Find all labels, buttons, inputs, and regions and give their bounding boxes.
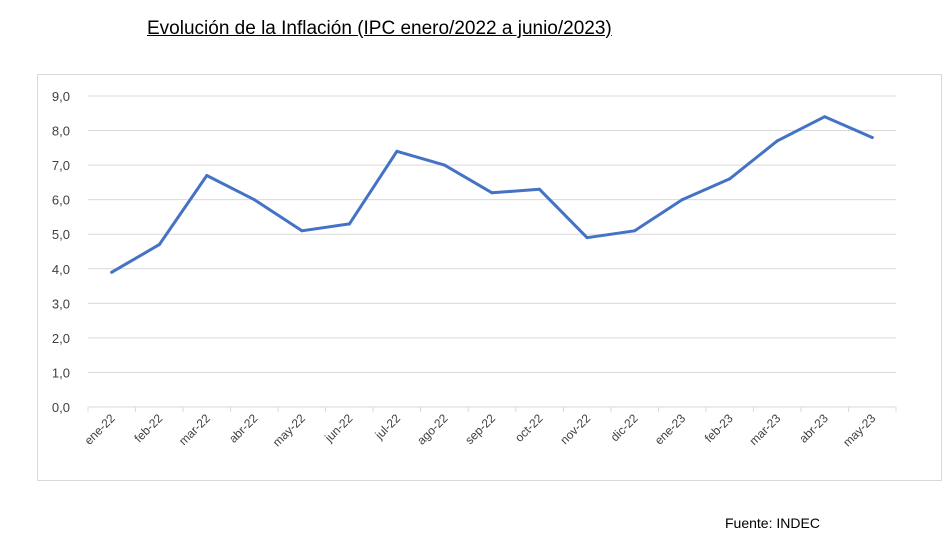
data-point [775,139,779,143]
data-point [205,173,209,177]
data-point [300,229,304,233]
data-point [490,191,494,195]
x-tick-label: ene-22 [82,411,119,448]
y-tick-label: 2,0 [52,331,70,346]
data-point [252,198,256,202]
x-tick-label: ene-23 [652,411,689,448]
y-tick-label: 5,0 [52,227,70,242]
x-tick-label: abr-23 [796,411,831,446]
data-point [823,115,827,119]
chart-area [37,74,942,481]
x-tick-label: jun-22 [321,411,355,445]
x-tick-label: oct-22 [512,411,546,445]
data-point [538,187,542,191]
data-point [110,270,114,274]
x-tick-label: nov-22 [557,411,593,447]
x-tick-label: jul-22 [372,411,404,443]
y-tick-label: 4,0 [52,262,70,277]
series-line [110,115,874,274]
data-point [347,222,351,226]
x-tick-label: ago-22 [414,411,451,448]
data-point [442,163,446,167]
x-tick-label: feb-23 [702,411,736,445]
x-tick-label: mar-22 [176,411,213,448]
data-point [870,135,874,139]
x-tick-label: may-22 [270,411,308,449]
x-tick-label: sep-22 [462,411,498,447]
x-tick-label: feb-22 [131,411,165,445]
source-note: Fuente: INDEC [725,515,820,531]
y-tick-label: 0,0 [52,400,70,415]
x-tick-label: mar-23 [747,411,784,448]
y-tick-label: 8,0 [52,124,70,139]
data-point [395,149,399,153]
x-tick-label: abr-22 [226,411,261,446]
data-point [728,177,732,181]
data-point [680,198,684,202]
y-tick-label: 7,0 [52,158,70,173]
y-tick-label: 3,0 [52,296,70,311]
y-tick-label: 9,0 [52,89,70,104]
data-point [157,243,161,247]
data-point [633,229,637,233]
data-point [585,236,589,240]
y-tick-label: 1,0 [52,365,70,380]
x-tick-label: dic-22 [608,411,641,444]
chart-title: Evolución de la Inflación (IPC enero/202… [147,18,612,39]
x-tick-label: may-23 [840,411,878,449]
y-tick-label: 6,0 [52,193,70,208]
